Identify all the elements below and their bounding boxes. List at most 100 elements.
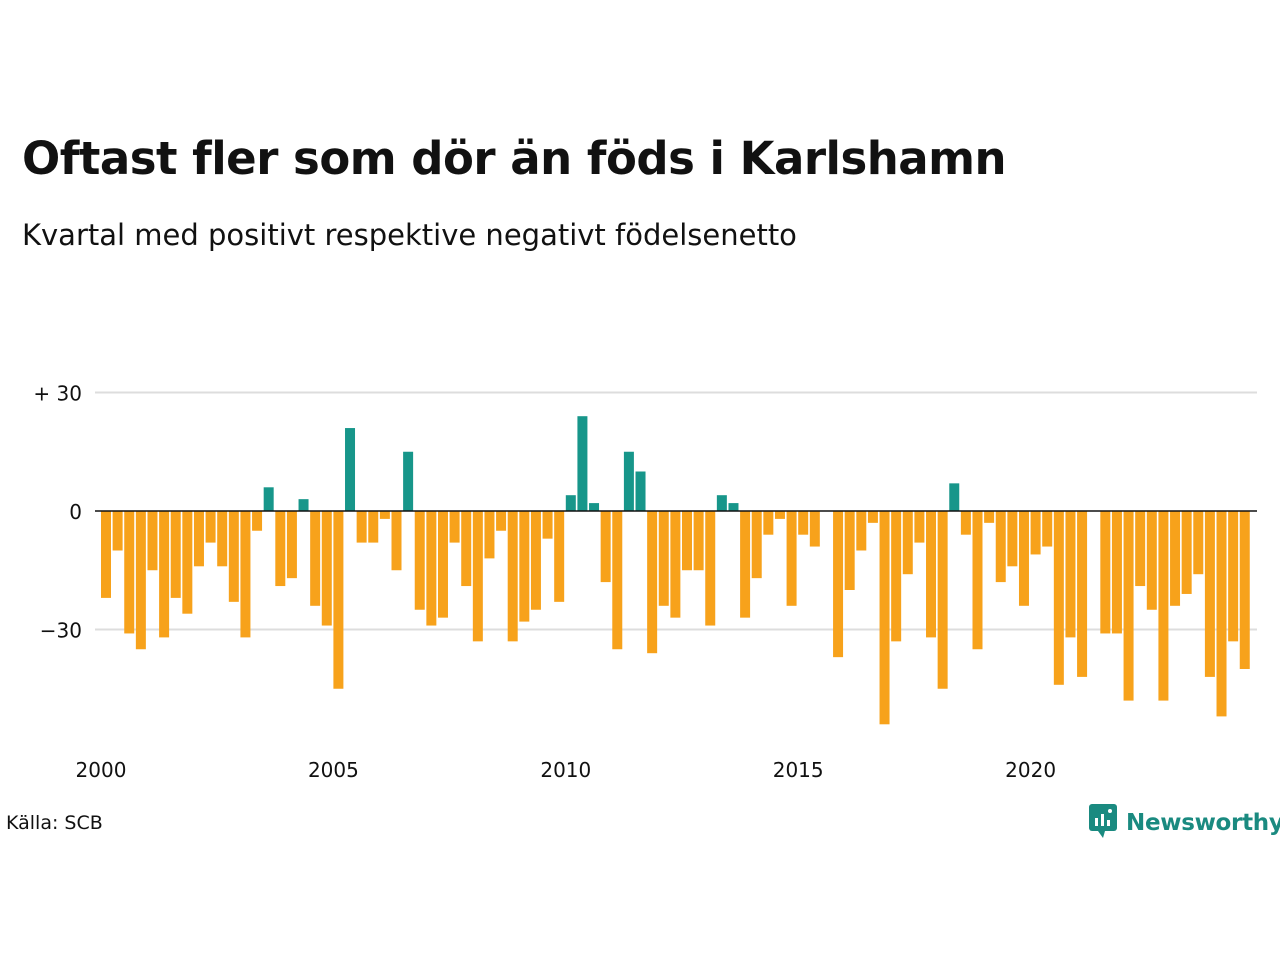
bar-chart: + 30 0 −30 2000 2005 2010 2015 2020 bbox=[33, 382, 1257, 783]
bar bbox=[496, 511, 507, 531]
bar bbox=[217, 511, 228, 567]
bar bbox=[426, 511, 437, 626]
bar bbox=[833, 511, 844, 658]
bars bbox=[101, 416, 1250, 725]
bar bbox=[786, 511, 797, 606]
bar bbox=[693, 511, 704, 571]
bar bbox=[542, 511, 553, 539]
bar bbox=[891, 511, 902, 642]
bar bbox=[461, 511, 472, 587]
newsworthy-logo-icon bbox=[1088, 803, 1118, 843]
bar bbox=[519, 511, 530, 622]
bar bbox=[1007, 511, 1018, 567]
bar bbox=[798, 511, 809, 535]
bar bbox=[286, 511, 297, 579]
bar bbox=[530, 511, 541, 610]
bar bbox=[333, 511, 344, 689]
bar bbox=[600, 511, 611, 583]
bar bbox=[565, 495, 576, 511]
bar bbox=[716, 495, 727, 511]
y-tick-label: −30 bbox=[40, 619, 82, 643]
bar bbox=[1239, 511, 1250, 669]
bar bbox=[960, 511, 971, 535]
bar bbox=[1100, 511, 1111, 634]
bar bbox=[705, 511, 716, 626]
bar bbox=[240, 511, 251, 638]
bar bbox=[252, 511, 263, 531]
bar bbox=[170, 511, 181, 598]
bar bbox=[1193, 511, 1204, 575]
bar bbox=[972, 511, 983, 650]
newsworthy-logo[interactable]: Newsworthy bbox=[1088, 803, 1280, 843]
newsworthy-logo-text: Newsworthy bbox=[1126, 810, 1280, 836]
x-tick-label: 2010 bbox=[540, 758, 591, 782]
bar bbox=[589, 503, 600, 511]
bar bbox=[437, 511, 448, 618]
bar bbox=[182, 511, 193, 614]
bar bbox=[856, 511, 867, 551]
x-tick-label: 2015 bbox=[773, 758, 824, 782]
bar bbox=[298, 499, 309, 511]
bar bbox=[379, 511, 390, 519]
bar bbox=[577, 416, 588, 511]
bar bbox=[1018, 511, 1029, 606]
bar bbox=[647, 511, 658, 654]
bar bbox=[1146, 511, 1157, 610]
bar bbox=[670, 511, 681, 618]
bar bbox=[635, 471, 646, 511]
bar bbox=[414, 511, 425, 610]
bar bbox=[159, 511, 170, 638]
bar bbox=[1228, 511, 1239, 642]
bar bbox=[112, 511, 123, 551]
bar bbox=[914, 511, 925, 543]
bar bbox=[1170, 511, 1181, 606]
bar bbox=[507, 511, 518, 642]
bar bbox=[1053, 511, 1064, 685]
bar bbox=[368, 511, 379, 543]
bar bbox=[1111, 511, 1122, 634]
bar bbox=[995, 511, 1006, 583]
bar bbox=[1077, 511, 1088, 677]
bar bbox=[728, 503, 739, 511]
source-note: Källa: SCB bbox=[6, 812, 103, 834]
bar bbox=[101, 511, 111, 598]
bar bbox=[809, 511, 820, 547]
bar bbox=[321, 511, 332, 626]
x-tick-label: 2005 bbox=[308, 758, 359, 782]
bar bbox=[228, 511, 239, 602]
bar bbox=[902, 511, 913, 575]
bar bbox=[403, 451, 414, 511]
bar bbox=[658, 511, 669, 606]
y-tick-label: + 30 bbox=[33, 382, 82, 406]
bar bbox=[1065, 511, 1076, 638]
bar bbox=[147, 511, 158, 571]
chart-title: Oftast fler som dör än föds i Karlshamn bbox=[22, 132, 1007, 185]
chart-subtitle: Kvartal med positivt respektive negativt… bbox=[22, 218, 797, 252]
bar bbox=[740, 511, 751, 618]
bar bbox=[263, 487, 274, 511]
bar bbox=[472, 511, 483, 642]
bar bbox=[124, 511, 135, 634]
bar bbox=[949, 483, 960, 511]
bar bbox=[867, 511, 878, 523]
axis-labels: + 30 0 −30 2000 2005 2010 2015 2020 bbox=[33, 382, 1056, 783]
y-tick-label: 0 bbox=[69, 500, 82, 524]
bar bbox=[984, 511, 995, 523]
bar bbox=[193, 511, 204, 567]
bar bbox=[926, 511, 937, 638]
bar bbox=[1181, 511, 1192, 594]
bar bbox=[554, 511, 565, 602]
bar bbox=[1158, 511, 1169, 701]
bar bbox=[1123, 511, 1134, 701]
x-tick-label: 2020 bbox=[1005, 758, 1056, 782]
x-tick-label: 2000 bbox=[76, 758, 127, 782]
bar bbox=[1135, 511, 1146, 587]
bar bbox=[774, 511, 785, 519]
bar bbox=[310, 511, 321, 606]
bar bbox=[844, 511, 855, 590]
bar bbox=[1042, 511, 1053, 547]
bar bbox=[1216, 511, 1227, 717]
bar bbox=[1030, 511, 1041, 555]
bar bbox=[879, 511, 890, 725]
bar bbox=[484, 511, 495, 559]
